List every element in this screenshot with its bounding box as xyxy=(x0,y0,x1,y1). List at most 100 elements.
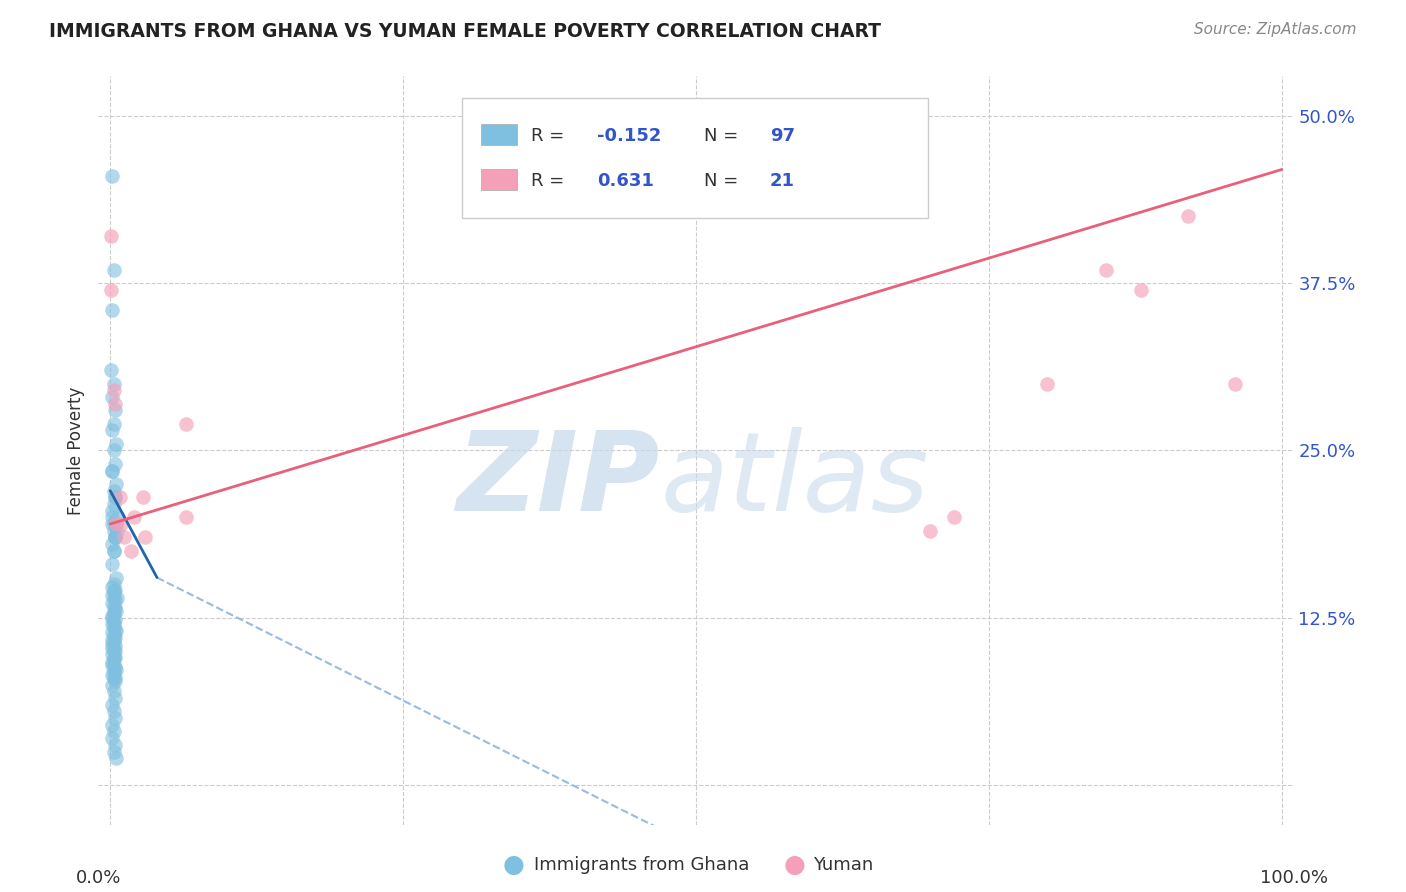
Point xyxy=(104,612,127,626)
Point xyxy=(104,644,127,658)
Point xyxy=(103,657,125,672)
Point xyxy=(101,625,124,640)
Point xyxy=(100,283,122,297)
Point xyxy=(105,591,128,605)
Point xyxy=(103,684,125,698)
Text: Yuman: Yuman xyxy=(813,856,873,874)
Point xyxy=(103,376,125,391)
Text: 100.0%: 100.0% xyxy=(1260,869,1327,887)
Text: Immigrants from Ghana: Immigrants from Ghana xyxy=(534,856,749,874)
Point xyxy=(103,384,125,398)
Point xyxy=(103,628,125,642)
Point xyxy=(101,638,124,652)
Point xyxy=(103,591,125,605)
Point xyxy=(103,585,125,599)
Point xyxy=(103,615,125,629)
Point xyxy=(103,644,125,658)
Point xyxy=(104,403,127,417)
Point xyxy=(101,698,124,712)
Text: ZIP: ZIP xyxy=(457,427,661,534)
Point xyxy=(100,229,122,244)
Text: ●: ● xyxy=(502,854,524,877)
Point xyxy=(101,464,124,478)
Point xyxy=(103,617,125,632)
Point xyxy=(112,530,135,544)
Point xyxy=(103,607,125,621)
Point xyxy=(101,633,124,648)
Point xyxy=(105,604,128,618)
Point xyxy=(103,577,125,591)
Point xyxy=(104,457,127,471)
Point xyxy=(108,491,131,505)
Point xyxy=(104,631,127,645)
Point xyxy=(1177,210,1199,224)
FancyBboxPatch shape xyxy=(461,98,928,219)
Point xyxy=(103,524,125,538)
Point xyxy=(101,169,124,184)
Point xyxy=(103,443,125,458)
Point xyxy=(103,664,125,679)
Point xyxy=(103,651,125,665)
Point xyxy=(1095,263,1118,277)
Point xyxy=(101,668,124,682)
Text: 0.631: 0.631 xyxy=(596,172,654,190)
Point xyxy=(103,636,125,650)
Point xyxy=(103,497,125,511)
Point xyxy=(101,717,124,731)
Point xyxy=(101,678,124,692)
Point xyxy=(1130,283,1153,297)
Point xyxy=(101,557,124,572)
Point xyxy=(132,491,155,505)
Point xyxy=(174,417,197,431)
Point xyxy=(101,647,124,661)
Point xyxy=(101,424,124,438)
Point xyxy=(104,530,127,544)
Point xyxy=(104,623,127,637)
Point xyxy=(101,503,124,517)
Point xyxy=(101,596,124,610)
Point xyxy=(120,544,142,558)
FancyBboxPatch shape xyxy=(481,124,517,145)
Point xyxy=(101,510,124,524)
Point xyxy=(103,517,125,532)
Point xyxy=(101,517,124,532)
Point xyxy=(101,655,124,669)
Point xyxy=(920,524,942,538)
Point xyxy=(101,464,124,478)
Point xyxy=(103,724,125,739)
Point xyxy=(103,604,125,618)
Point xyxy=(101,580,124,594)
Point xyxy=(101,609,124,624)
Point xyxy=(103,744,125,758)
Point xyxy=(103,631,125,645)
Point xyxy=(1223,376,1246,391)
Point xyxy=(103,544,125,558)
Point xyxy=(101,641,124,656)
Point xyxy=(104,396,127,410)
Point xyxy=(101,390,124,404)
Point xyxy=(101,657,124,672)
Point xyxy=(104,673,127,688)
Point xyxy=(105,524,128,538)
Text: atlas: atlas xyxy=(661,427,929,534)
Point xyxy=(105,476,128,491)
Point xyxy=(104,738,127,752)
Point xyxy=(104,660,127,674)
Point xyxy=(100,363,122,377)
Text: -0.152: -0.152 xyxy=(596,127,661,145)
Point xyxy=(101,617,124,632)
Point xyxy=(103,620,125,634)
Point xyxy=(103,671,125,685)
Text: N =: N = xyxy=(704,172,744,190)
Text: Source: ZipAtlas.com: Source: ZipAtlas.com xyxy=(1194,22,1357,37)
Point xyxy=(105,663,128,677)
Point xyxy=(103,483,125,498)
Point xyxy=(134,530,156,544)
Point xyxy=(104,530,127,544)
Point xyxy=(101,731,124,746)
Point xyxy=(101,588,124,602)
Y-axis label: Female Poverty: Female Poverty xyxy=(66,386,84,515)
Point xyxy=(104,601,127,615)
Point xyxy=(103,599,125,613)
Text: 0.0%: 0.0% xyxy=(76,869,121,887)
